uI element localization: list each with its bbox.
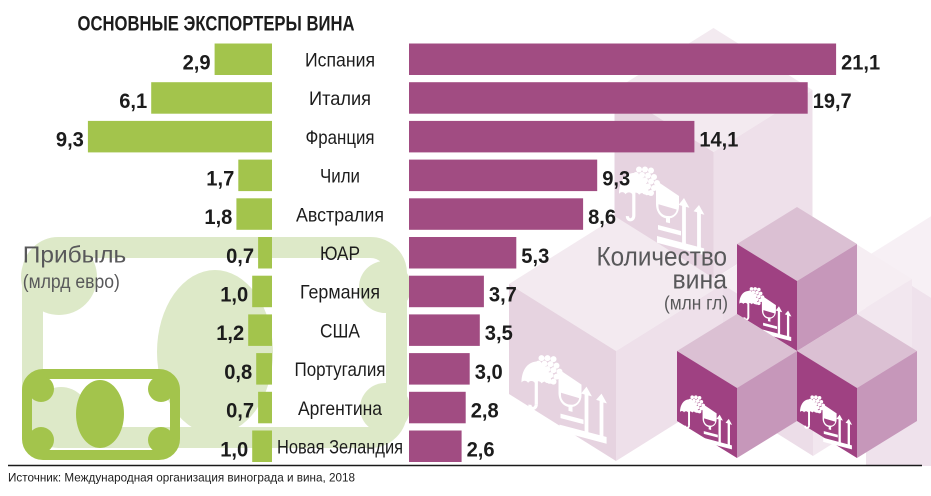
- svg-text:(млрд евро): (млрд евро): [23, 272, 120, 293]
- svg-text:6,1: 6,1: [119, 90, 147, 113]
- svg-text:1,2: 1,2: [216, 322, 244, 345]
- svg-text:Германия: Германия: [300, 282, 380, 304]
- svg-text:США: США: [320, 320, 360, 342]
- svg-text:1,0: 1,0: [220, 438, 248, 461]
- svg-text:9,3: 9,3: [602, 167, 630, 190]
- svg-text:1,0: 1,0: [220, 284, 248, 307]
- svg-text:Чили: Чили: [320, 166, 360, 188]
- svg-text:1,7: 1,7: [206, 167, 234, 190]
- svg-text:Италия: Италия: [309, 88, 371, 110]
- svg-text:1,8: 1,8: [204, 206, 232, 229]
- svg-text:5,3: 5,3: [521, 245, 549, 268]
- svg-text:Прибыль: Прибыль: [23, 242, 127, 268]
- svg-text:2,9: 2,9: [183, 51, 211, 74]
- svg-text:Новая Зеландия: Новая Зеландия: [277, 437, 403, 459]
- svg-text:Источник: Международная органи: Источник: Международная организация вино…: [8, 471, 355, 485]
- svg-text:Франция: Франция: [306, 127, 375, 149]
- svg-text:3,0: 3,0: [475, 361, 503, 384]
- svg-text:2,8: 2,8: [471, 400, 499, 423]
- svg-text:Испания: Испания: [305, 50, 375, 72]
- svg-text:Аргентина: Аргентина: [298, 398, 382, 420]
- svg-text:3,5: 3,5: [485, 322, 513, 345]
- svg-text:14,1: 14,1: [699, 129, 738, 152]
- svg-text:0,7: 0,7: [226, 245, 254, 268]
- svg-text:Португалия: Португалия: [295, 359, 386, 381]
- svg-text:Количество: Количество: [597, 241, 728, 271]
- svg-text:ОСНОВНЫЕ ЭКСПОРТЕРЫ ВИНА: ОСНОВНЫЕ ЭКСПОРТЕРЫ ВИНА: [78, 12, 355, 36]
- svg-text:19,7: 19,7: [813, 90, 852, 113]
- svg-text:9,3: 9,3: [56, 129, 84, 152]
- svg-text:вина: вина: [673, 264, 728, 294]
- svg-text:(млн гл): (млн гл): [664, 294, 728, 315]
- svg-text:21,1: 21,1: [841, 51, 880, 74]
- svg-text:2,6: 2,6: [467, 438, 495, 461]
- svg-text:Австралия: Австралия: [296, 204, 384, 226]
- svg-text:0,7: 0,7: [226, 400, 254, 423]
- svg-text:ЮАР: ЮАР: [320, 243, 360, 265]
- svg-text:8,6: 8,6: [588, 206, 616, 229]
- svg-text:3,7: 3,7: [489, 284, 517, 307]
- svg-text:0,8: 0,8: [224, 361, 252, 384]
